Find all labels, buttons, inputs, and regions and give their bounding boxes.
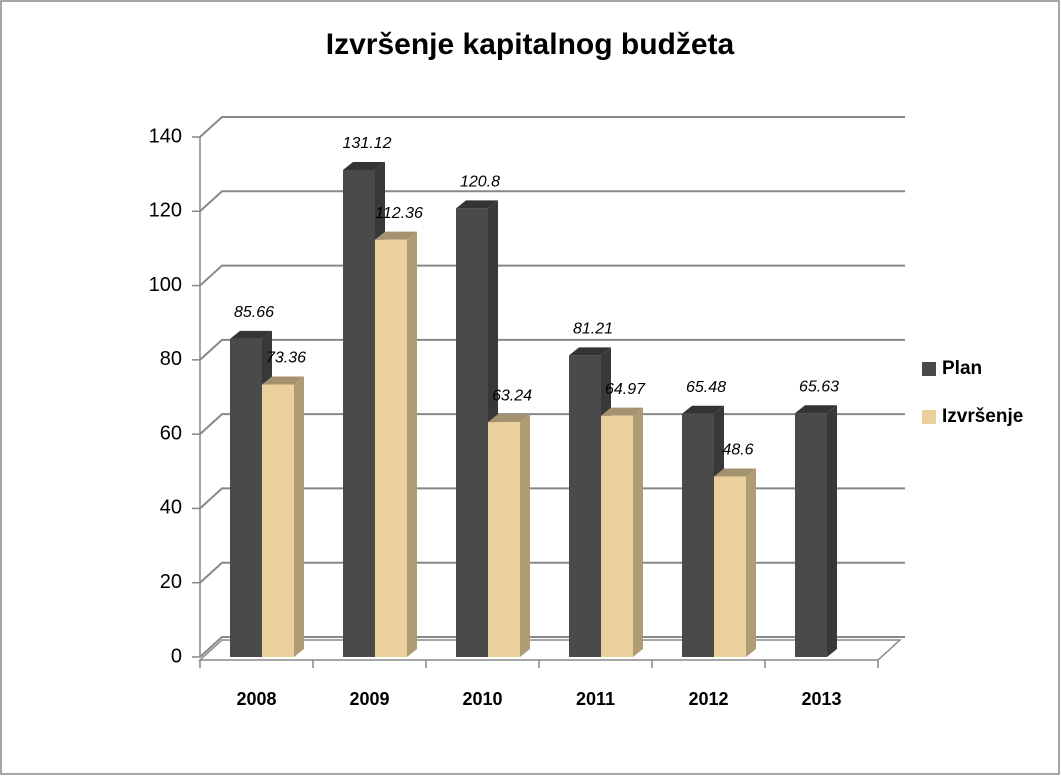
bar-face (343, 161, 385, 170)
grid-line (199, 487, 905, 510)
y-tick-label: 20 (160, 571, 182, 593)
bar-face (746, 468, 756, 657)
legend-label: Plan (942, 358, 982, 379)
bar (601, 407, 643, 657)
bar (795, 405, 837, 657)
grid-line (199, 190, 905, 213)
bar-face (601, 407, 643, 416)
bar (714, 468, 756, 657)
bar-face (375, 231, 417, 240)
bar-face (230, 330, 272, 339)
bar-face (294, 376, 304, 657)
bar-face (407, 231, 417, 658)
bar-face (343, 169, 375, 658)
value-label: 131.12 (343, 135, 392, 152)
y-tick-label: 100 (149, 274, 182, 296)
grid-line (199, 561, 905, 584)
bar-face (795, 413, 827, 657)
bar-face (795, 405, 837, 414)
bar (262, 376, 304, 657)
bar-face (456, 208, 488, 658)
bar-face (714, 476, 746, 657)
value-label: 63.24 (492, 387, 532, 404)
bar-face (262, 384, 294, 657)
y-tick-label: 140 (149, 125, 182, 147)
bar-face (601, 415, 633, 657)
x-tick-label: 2009 (349, 689, 389, 709)
value-label: 48.6 (722, 442, 753, 459)
x-tick-label: 2011 (576, 689, 615, 709)
y-tick-label: 60 (160, 422, 182, 444)
bar-face (488, 422, 520, 657)
value-label: 81.21 (573, 321, 613, 338)
bar-face (488, 414, 530, 423)
value-label: 65.48 (686, 379, 726, 396)
legend-label: Izvršenje (942, 406, 1023, 427)
value-label: 112.36 (375, 205, 423, 222)
y-tick-label: 40 (160, 497, 182, 519)
value-label: 73.36 (266, 350, 306, 367)
value-label: 120.8 (460, 174, 500, 191)
bar-face (569, 347, 611, 356)
x-tick-label: 2013 (801, 689, 841, 709)
value-label: 65.63 (799, 378, 839, 395)
y-tick-label: 120 (149, 200, 182, 222)
bar-face (375, 239, 407, 658)
grid-line (199, 264, 905, 287)
grid-line (199, 413, 905, 435)
grid-line (199, 116, 905, 138)
chart-title: Izvršenje kapitalnog budžeta (326, 28, 735, 61)
grid-line (199, 636, 905, 658)
grid-line (199, 338, 905, 361)
y-tick-label: 80 (160, 348, 182, 370)
bar-face (569, 355, 601, 657)
legend-swatch (922, 362, 936, 376)
y-tick-label: 0 (171, 645, 182, 667)
x-tick-label: 2008 (236, 689, 276, 709)
bar-face (262, 376, 304, 385)
bar-face (827, 405, 837, 657)
legend-swatch (922, 410, 936, 424)
value-label: 85.66 (234, 304, 274, 321)
bar-face (230, 338, 262, 657)
bar-face (456, 200, 498, 209)
bar-face (520, 414, 530, 657)
bar (375, 231, 417, 658)
bar-face (714, 468, 756, 477)
bar (488, 414, 530, 657)
bar-face (682, 405, 724, 414)
x-tick-label: 2012 (688, 689, 728, 709)
x-tick-label: 2010 (462, 689, 502, 709)
bar-face (633, 407, 643, 657)
bar-face (682, 413, 714, 657)
value-label: 64.97 (605, 381, 646, 398)
